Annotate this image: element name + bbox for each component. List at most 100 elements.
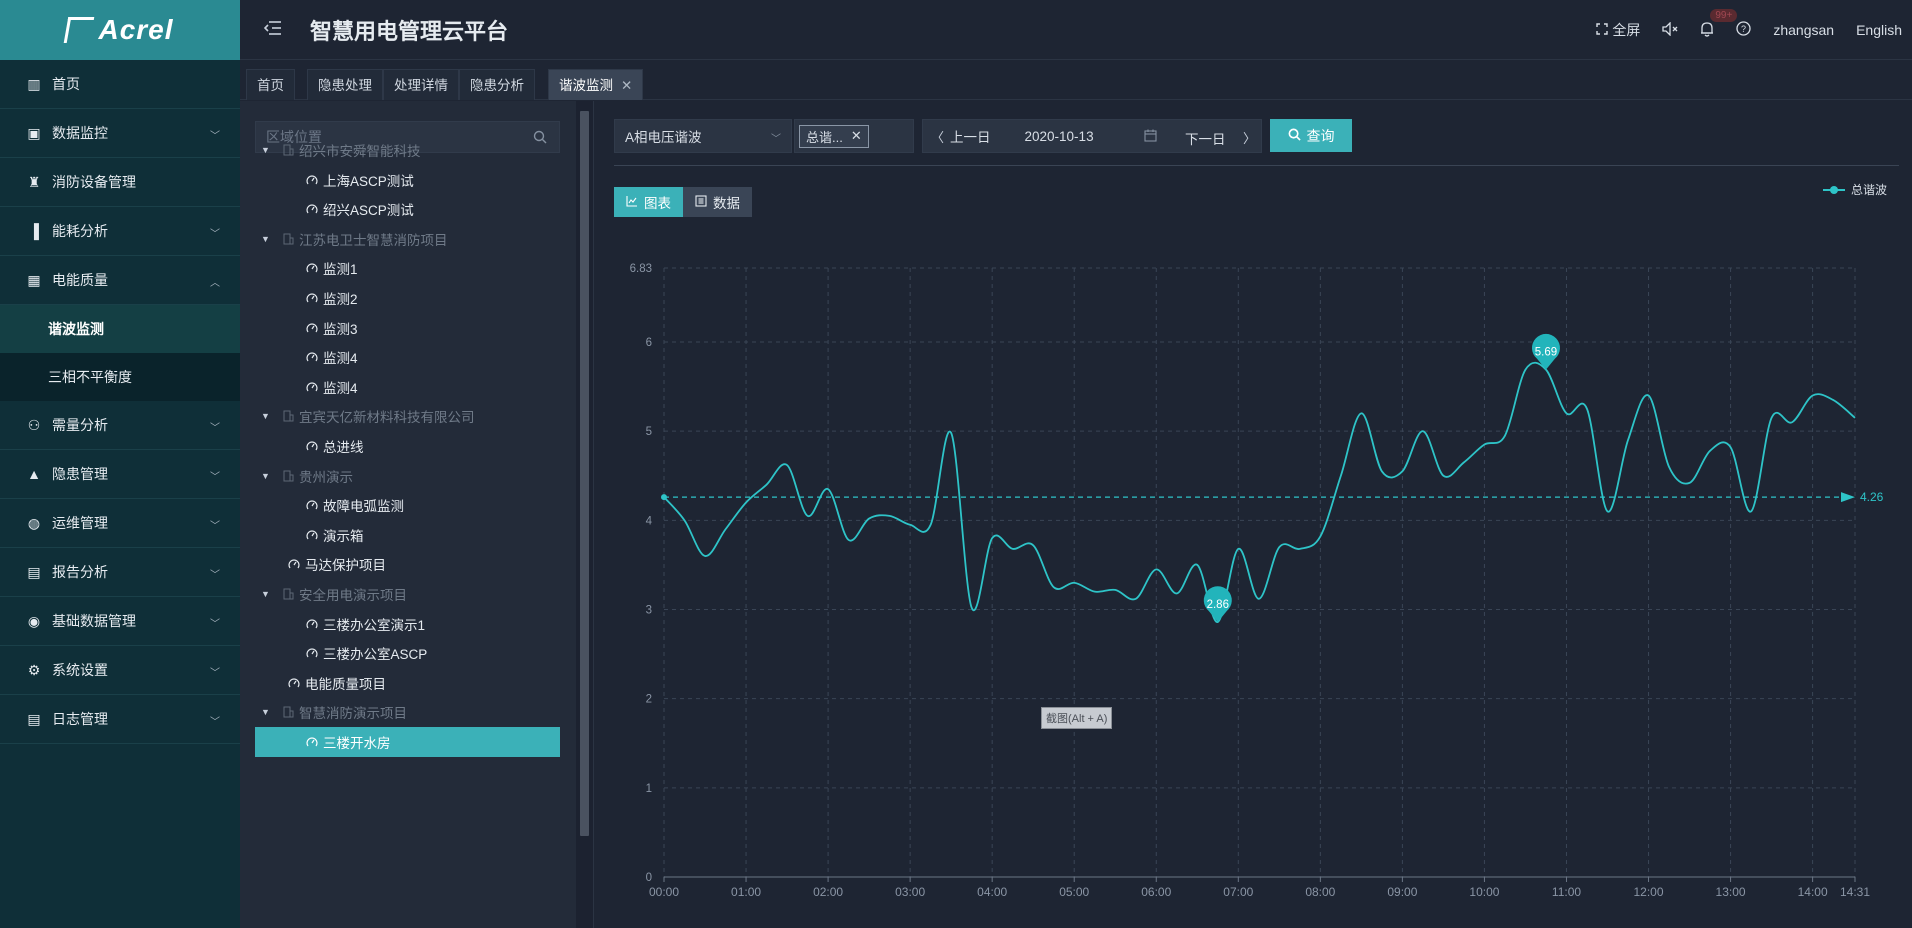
brand-logo[interactable]: Acrel xyxy=(0,0,240,60)
settings-icon: ⚙ xyxy=(27,661,41,678)
tree-node[interactable]: 绍兴ASCP测试 xyxy=(255,194,560,224)
prev-day-button[interactable]: 上一日 xyxy=(950,130,991,145)
tree-scrollbar-thumb[interactable] xyxy=(580,111,589,836)
caret-down-icon[interactable]: ▼ xyxy=(261,470,270,481)
chart-legend[interactable]: 总谐波 xyxy=(1822,181,1887,198)
language-switch[interactable]: English xyxy=(1856,22,1902,38)
chevron-down-icon: ﹀ xyxy=(210,717,220,728)
chevron-left-icon[interactable]: 〈 xyxy=(931,129,945,145)
tree-group[interactable]: ▼ 智慧消防演示项目 xyxy=(255,697,560,727)
query-button[interactable]: 查询 xyxy=(1270,119,1352,152)
menu-toggle-icon[interactable] xyxy=(263,20,284,39)
data-view-button[interactable]: 数据 xyxy=(683,187,752,217)
tree-label: 监测1 xyxy=(323,262,358,278)
search-icon[interactable] xyxy=(533,130,547,147)
tree-node[interactable]: 监测3 xyxy=(255,313,560,343)
area-search-input[interactable] xyxy=(256,122,526,152)
sidebar-item-label: 隐患管理 xyxy=(52,466,108,482)
mute-icon xyxy=(1662,20,1678,39)
calendar-icon[interactable] xyxy=(1144,129,1157,145)
tree-node[interactable]: 马达保护项目 xyxy=(255,549,560,579)
x-tick-label: 01:00 xyxy=(731,885,761,899)
tree-scrollbar[interactable] xyxy=(576,101,593,928)
user-menu[interactable]: zhangsan xyxy=(1773,22,1835,38)
tree-group[interactable]: ▼ 安全用电演示项目 xyxy=(255,579,560,609)
sidebar-item-8[interactable]: ▤ 报告分析 ﹀ xyxy=(0,548,240,597)
tree-node[interactable]: 故障电弧监测 xyxy=(255,490,560,520)
chevron-down-icon: ﹀ xyxy=(210,229,220,240)
sidebar-item-4[interactable]: ▦ 电能质量 ︿ xyxy=(0,256,240,305)
tree-node[interactable]: 电能质量项目 xyxy=(255,668,560,698)
tree-label: 监测3 xyxy=(323,321,358,337)
tab-hazard-handling[interactable]: 隐患处理 xyxy=(307,69,383,100)
x-tick-label: 00:00 xyxy=(649,885,679,899)
tree-node[interactable]: 监测4 xyxy=(255,342,560,372)
sidebar-item-3[interactable]: ▐ 能耗分析 ﹀ xyxy=(0,207,240,256)
view-toggle: 图表 数据 xyxy=(614,187,752,217)
tab-handling-detail[interactable]: 处理详情 xyxy=(383,69,459,100)
tab-harmonic-monitoring[interactable]: 谐波监测 ✕ xyxy=(548,69,644,100)
tree-label: 三楼办公室ASCP xyxy=(323,647,428,663)
sidebar-subitem-0[interactable]: 谐波监测 xyxy=(0,305,240,353)
tree-group[interactable]: ▼ 江苏电卫士智慧消防项目 xyxy=(255,224,560,254)
x-tick-label: 14:31 xyxy=(1840,885,1870,899)
tree-node[interactable]: 三楼办公室ASCP xyxy=(255,638,560,668)
tree-node[interactable]: 三楼办公室演示1 xyxy=(255,609,560,639)
tree-group[interactable]: ▼ 宜宾天亿新材料科技有限公司 xyxy=(255,401,560,431)
help-icon: ? xyxy=(1736,21,1752,39)
caret-down-icon[interactable]: ▼ xyxy=(261,411,270,422)
caret-down-icon[interactable]: ▼ xyxy=(261,707,270,718)
sidebar-item-10[interactable]: ⚙ 系统设置 ﹀ xyxy=(0,646,240,695)
tree-node[interactable]: 演示箱 xyxy=(255,520,560,550)
chart-view-button[interactable]: 图表 xyxy=(614,187,683,217)
help-button[interactable]: ? xyxy=(1736,21,1752,39)
sidebar-submenu: 谐波监测三相不平衡度 xyxy=(0,305,240,401)
caret-down-icon[interactable]: ▼ xyxy=(261,145,270,155)
gauge-icon xyxy=(305,646,319,660)
next-day-button[interactable]: 下一日 xyxy=(1185,132,1226,147)
tag-close-icon[interactable]: ✕ xyxy=(850,128,862,143)
tree-node[interactable]: 总进线 xyxy=(255,431,560,461)
query-label: 查询 xyxy=(1306,127,1335,144)
sidebar-item-11[interactable]: ▤ 日志管理 ﹀ xyxy=(0,695,240,744)
fullscreen-button[interactable]: 全屏 xyxy=(1596,20,1640,40)
sidebar-item-5[interactable]: ⚇ 需量分析 ﹀ xyxy=(0,401,240,450)
harmonic-type-select[interactable]: A相电压谐波 ﹀ xyxy=(614,119,792,153)
x-tick-label: 03:00 xyxy=(895,885,925,899)
tab-home[interactable]: 首页 xyxy=(246,69,295,100)
tree-node[interactable]: 监测4 xyxy=(255,372,560,402)
tree-group[interactable]: ▼ 绍兴市安舜智能科技 xyxy=(255,135,560,165)
tree-node[interactable]: 监测1 xyxy=(255,253,560,283)
caret-down-icon[interactable]: ▼ xyxy=(261,233,270,244)
mute-button[interactable] xyxy=(1662,20,1678,39)
gauge-icon xyxy=(305,498,319,512)
tree-node[interactable]: 上海ASCP测试 xyxy=(255,165,560,195)
harmonic-order-select[interactable]: 总谐... ✕ xyxy=(794,119,914,153)
tree-group[interactable]: ▼ 贵州演示 xyxy=(255,461,560,491)
sidebar-item-0[interactable]: ▥ 首页 xyxy=(0,60,240,109)
gauge-icon xyxy=(305,291,319,305)
sidebar-item-2[interactable]: ♜ 消防设备管理 xyxy=(0,158,240,207)
sidebar: Acrel ▥ 首页 ▣ 数据监控 ﹀ ♜ 消防设备管理 ▐ 能耗分析 ﹀ ▦ 电能质量 ︿ 谐波监测三相… xyxy=(0,0,240,928)
gauge-icon xyxy=(305,261,319,275)
gauge-icon xyxy=(287,557,301,571)
sidebar-item-9[interactable]: ◉ 基础数据管理 ﹀ xyxy=(0,597,240,646)
date-input[interactable]: 2020-10-13 xyxy=(1024,128,1094,144)
tab-hazard-analysis[interactable]: 隐患分析 xyxy=(459,69,535,100)
caret-down-icon[interactable]: ▼ xyxy=(261,589,270,599)
network-icon: ⚇ xyxy=(27,416,41,433)
sidebar-item-1[interactable]: ▣ 数据监控 ﹀ xyxy=(0,109,240,158)
building-icon xyxy=(281,705,295,719)
sidebar-subitem-1[interactable]: 三相不平衡度 xyxy=(48,369,132,385)
search-icon xyxy=(1288,128,1301,144)
chevron-right-icon[interactable]: 〉 xyxy=(1243,131,1257,146)
close-icon[interactable]: ✕ xyxy=(621,78,633,93)
report-icon: ▤ xyxy=(27,563,41,580)
tab-label: 隐患分析 xyxy=(470,78,524,93)
notification-button[interactable]: 99+ xyxy=(1700,8,1738,40)
sidebar-item-6[interactable]: ▲ 隐患管理 ﹀ xyxy=(0,450,240,499)
tree-node[interactable]: 三楼开水房 xyxy=(255,727,560,757)
x-tick-label: 12:00 xyxy=(1634,885,1664,899)
sidebar-item-7[interactable]: ◍ 运维管理 ﹀ xyxy=(0,499,240,548)
tree-node[interactable]: 监测2 xyxy=(255,283,560,313)
